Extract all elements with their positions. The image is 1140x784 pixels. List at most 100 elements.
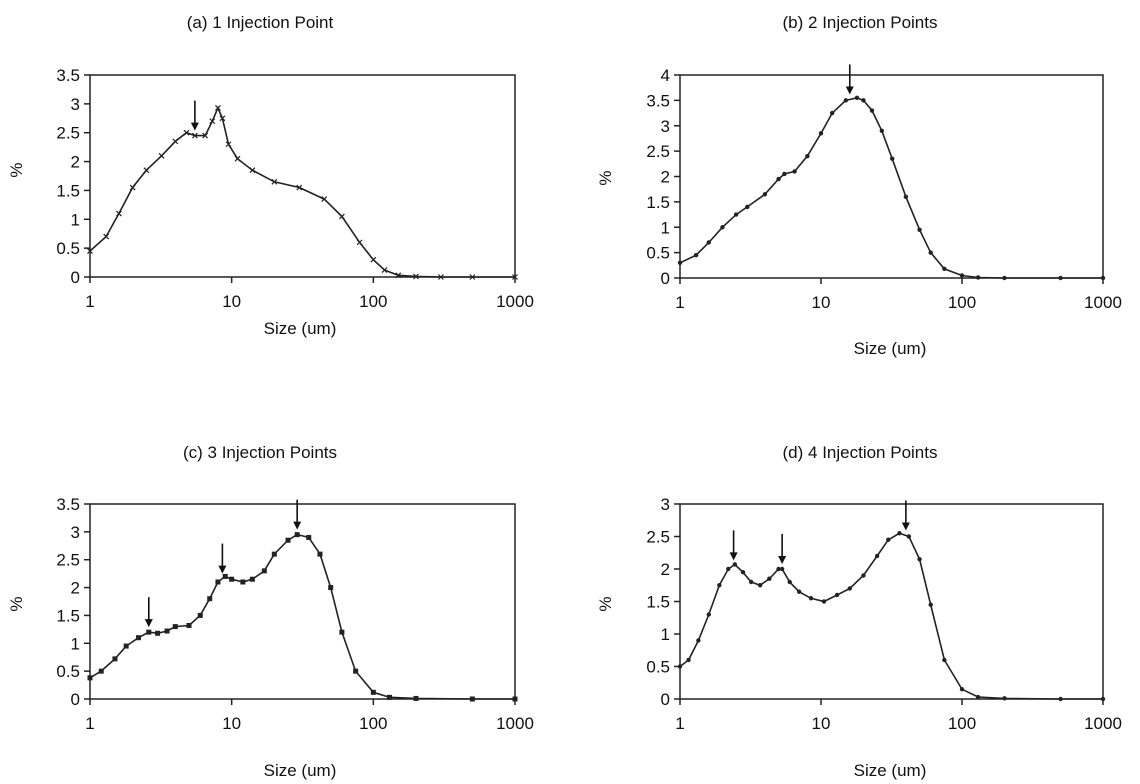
data-point-d: [696, 638, 701, 643]
data-point-a: [87, 248, 93, 254]
data-point-d: [959, 687, 965, 692]
data-point-b: [890, 156, 895, 161]
data-point-d: [1100, 696, 1106, 702]
data-point-b: [792, 169, 797, 174]
y-tick-label-a: 2.5: [56, 124, 80, 143]
data-point-c: [512, 696, 518, 702]
plot-d: 0 0.5 1 1.5 2 2.5 3 1 10 100 1000: [646, 495, 1122, 733]
data-point-a: [209, 118, 216, 125]
data-point-a: [321, 196, 328, 203]
y-tick-label-a: 0.5: [56, 239, 80, 258]
data-point-a: [356, 239, 363, 246]
data-point-a: [158, 152, 165, 159]
data-point-d: [686, 657, 691, 663]
data-point-c: [317, 551, 323, 557]
data-point-d: [942, 657, 947, 663]
panel-b-title: (b) 2 Injection Points: [783, 13, 938, 32]
x-tick-label-d: 1: [675, 714, 684, 733]
x-tick-label-b: 100: [948, 293, 976, 312]
data-point-c: [271, 551, 277, 557]
data-point-c: [207, 596, 213, 602]
data-point-b: [733, 212, 739, 217]
data-point-d: [740, 570, 746, 575]
panel-c-xlabel: Size (um): [264, 761, 337, 780]
data-point-b: [1100, 275, 1106, 281]
data-point-b: [942, 266, 947, 272]
data-point-c: [328, 585, 334, 591]
y-tick-label-a: 2: [71, 153, 80, 172]
data-point-c: [294, 532, 300, 538]
data-point-a: [249, 167, 256, 174]
peak-arrow-head-b: [845, 86, 854, 95]
data-point-c: [353, 668, 359, 674]
data-point-d: [897, 531, 902, 536]
y-tick-label-c: 3.5: [56, 495, 80, 514]
data-point-c: [164, 628, 170, 634]
data-point-c: [370, 689, 376, 695]
data-point-b: [1002, 275, 1007, 281]
x-tick-label-a: 100: [359, 292, 387, 311]
data-point-c: [469, 696, 475, 702]
data-point-b: [917, 227, 922, 232]
plot-c: 0 0.5 1 1.5 2 2.5 3 3.5 1 10 100 1000: [56, 495, 534, 733]
data-point-a: [183, 129, 190, 136]
series-line-b: [679, 96, 1103, 279]
panel-d: (d) 4 Injection Points Size (um) %: [596, 443, 937, 780]
y-tick-label-b: 1: [661, 218, 670, 237]
y-tick-label-b: 2.5: [646, 142, 670, 161]
data-point-c: [413, 695, 419, 701]
data-point-a: [234, 155, 241, 162]
x-tick-label-b: 1: [675, 293, 684, 312]
plot-frame-c: [89, 503, 516, 700]
peak-arrow-head-c: [144, 619, 153, 628]
y-tick-label-c: 2.5: [56, 551, 80, 570]
panel-a-ylabel: %: [7, 162, 26, 177]
data-point-a: [103, 233, 110, 240]
data-point-d: [874, 553, 880, 559]
x-tick-label-a: 1: [85, 292, 94, 311]
data-point-d: [732, 562, 738, 567]
data-point-b: [869, 108, 875, 113]
y-tick-label-d: 1: [661, 625, 670, 644]
data-point-a: [438, 274, 444, 280]
data-point-b: [706, 240, 711, 245]
panel-a-title: (a) 1 Injection Point: [187, 13, 334, 32]
data-point-b: [959, 273, 965, 278]
data-point-b: [1058, 275, 1063, 281]
data-point-c: [112, 656, 118, 662]
panel-c: (c) 3 Injection Points Size (um) %: [7, 443, 337, 780]
data-point-b: [762, 192, 768, 197]
y-tick-label-b: 0.5: [646, 244, 670, 263]
data-point-b: [829, 110, 835, 116]
data-point-a: [296, 184, 303, 191]
data-point-d: [776, 566, 781, 572]
data-point-c: [197, 612, 203, 618]
data-point-a: [225, 141, 232, 148]
data-point-d: [757, 583, 763, 588]
data-point-a: [219, 115, 226, 122]
x-tick-label-c: 10: [222, 714, 241, 733]
data-point-b: [861, 98, 866, 103]
data-point-a: [115, 210, 122, 217]
series-line-c: [89, 533, 515, 700]
peak-arrow-head-a: [190, 122, 199, 131]
x-tick-label-c: 1000: [496, 714, 534, 733]
x-tick-label-a: 10: [222, 292, 241, 311]
data-point-c: [240, 579, 246, 585]
data-point-d: [928, 602, 933, 607]
y-tick-label-b: 2: [661, 168, 670, 187]
x-tick-label-d: 10: [812, 714, 831, 733]
data-point-b: [677, 260, 683, 265]
data-point-c: [222, 573, 228, 579]
data-point-d: [726, 566, 731, 572]
data-point-c: [186, 622, 192, 628]
data-point-a: [143, 167, 150, 174]
y-tick-label-d: 2.5: [646, 528, 670, 547]
y-tick-label-b: 4: [661, 66, 670, 85]
data-point-b: [776, 176, 781, 182]
panel-d-xlabel: Size (um): [854, 761, 927, 780]
data-point-b: [854, 95, 860, 101]
y-tick-label-c: 2: [71, 579, 80, 598]
data-point-a: [370, 256, 377, 263]
data-point-a: [512, 274, 518, 280]
